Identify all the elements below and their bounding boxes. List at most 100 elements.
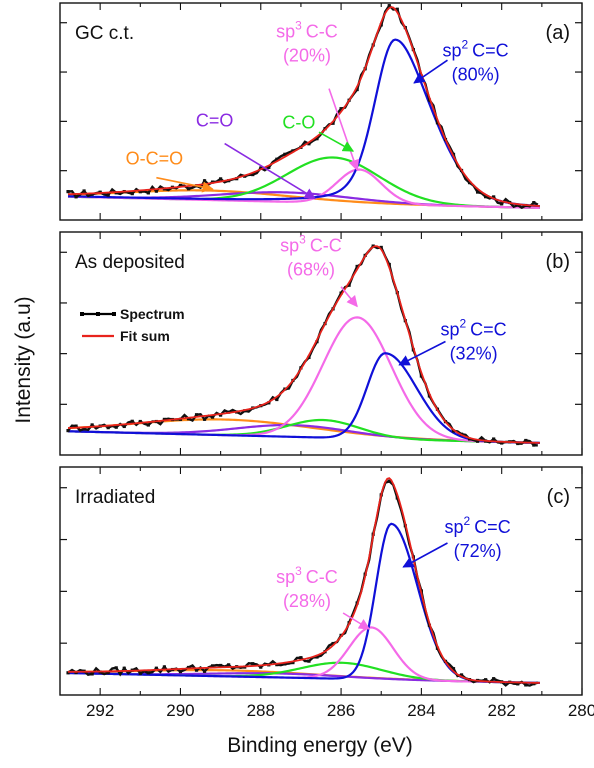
annotation-arrow [342,612,371,630]
annotation-sp3: sp3 C-C (68%) [280,233,358,308]
spectrum-point [202,669,207,673]
spectrum-point [395,496,399,500]
annotation-c-o: C-O [282,112,355,152]
spectrum-point [451,667,456,671]
annotation-line1: C=O [196,111,234,131]
annotation-title: sp2 C=C [444,514,510,537]
annotation-arrow [398,340,446,366]
annotation-sp2: sp2 C=C (32%) [398,317,507,366]
spectrum-point [82,189,86,193]
annotation-line2: (20%) [283,45,331,65]
spectrum-point [275,397,279,402]
spectrum-point [291,660,295,665]
spectrum-point [299,656,303,660]
spectrum-point [516,203,520,207]
annotation-prefix: sp [442,40,461,60]
spectrum-point [114,666,118,670]
annotation-line2: (32%) [450,344,498,364]
x-tick-label: 284 [407,701,435,720]
spectrum-point [219,663,223,668]
spectrum-point [355,87,359,92]
annotation-arrow [413,59,448,84]
fit-sum-line [67,245,540,444]
annotation-title: sp3 C-C [276,18,338,41]
spectrum-point [146,191,150,195]
x-tick-label: 290 [166,701,194,720]
annotation-title: sp2 C=C [440,317,506,340]
annotation-line1: C=C [474,517,511,537]
spectrum-point [259,665,263,669]
spectrum-point [492,437,496,441]
x-tick-label: 292 [86,701,114,720]
spectrum-point [154,189,158,193]
spectrum-point [122,424,126,429]
legend: Spectrum Fit sum [80,306,185,344]
spectrum-point [467,181,472,185]
spectrum-line [67,479,539,687]
spectrum-point [267,401,271,405]
annotation-title: sp3 C-C [276,564,338,587]
spectrum-point [210,664,215,668]
fit-sum-line [68,477,540,684]
spectrum-point [315,655,319,659]
annotation-prefix: sp [440,320,459,340]
spectrum-point [484,195,488,199]
spectrum-point [484,678,488,682]
spectrum-point [467,437,472,441]
annotation-line1: C-O [282,112,315,132]
annotation-arrow [340,286,358,308]
annotation-line2: (28%) [283,591,331,611]
spectrum-point [339,291,343,295]
annotation-arrow [402,542,448,568]
spectrum-point [387,479,391,483]
spectrum-point [210,415,215,419]
panel-2: As deposited (b)sp2 C=C(32%)sp3 C-C(68%)Spe… [59,231,583,456]
component-sp2 [68,352,540,445]
spectrum-point [524,438,528,443]
spectrum-point [146,423,150,427]
fit-sum-line [68,6,540,207]
spectrum-point [283,662,287,666]
legend-label: Fit sum [120,328,170,344]
legend-marker [80,312,84,316]
spectrum-point [307,355,311,360]
spectrum-point [395,7,399,11]
spectrum-point [251,172,255,177]
spectrum-point [459,673,464,677]
spectrum-point [186,665,191,670]
panel-letter: (b) [546,251,570,273]
spectrum-point [492,195,496,199]
annotation-arrow [156,176,214,193]
spectrum-point [307,142,311,146]
spectrum-point [532,201,536,205]
annotation-sup: 3 [299,233,306,247]
annotation-sp2: sp2 C=C (80%) [413,37,509,84]
spectrum-point [202,179,207,183]
spectrum-point [122,666,126,670]
annotation-arrow [318,131,355,152]
spectrum-point [476,439,480,443]
spectrum-point [202,417,207,421]
annotation-sup: 3 [295,564,302,578]
spectrum-point [154,666,158,670]
spectrum-point [130,192,134,196]
annotation-sup: 2 [464,514,471,528]
annotation-sup: 2 [459,317,466,331]
annotation-line1: C-C [306,567,338,587]
x-tick-label: 288 [247,701,275,720]
spectrum-point [138,419,142,424]
annotation-c-eq-o: C=O [196,111,316,200]
spectrum-point [379,245,383,250]
annotation-title: sp3 C-C [280,233,342,256]
spectrum-point [162,665,166,669]
annotation-line1: C-C [306,21,338,41]
spectrum-point [516,682,520,686]
spectrum-point [66,190,70,194]
spectrum-point [387,262,391,267]
annotation-prefix: sp [280,236,299,256]
annotation-title: sp2 C=C [442,37,508,60]
spectrum-point [138,190,142,194]
spectrum-point [114,425,118,429]
